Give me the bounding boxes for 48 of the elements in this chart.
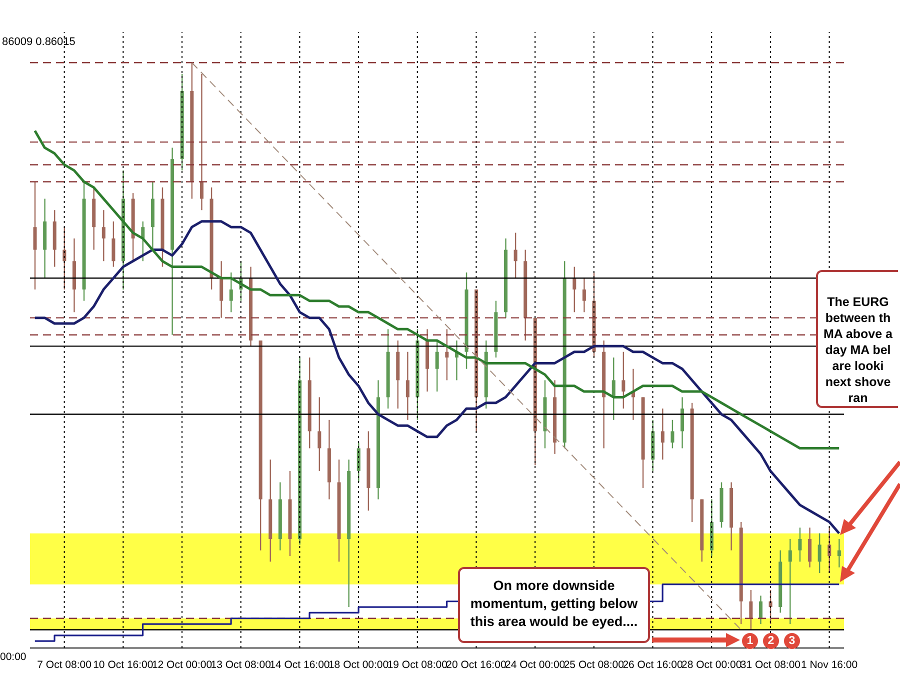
candlestick [229,272,233,313]
candlestick [572,266,576,313]
numbered-circle: 2 [763,633,779,649]
annotation: On more downside momentum, getting below this area would be eyed.... [469,577,639,631]
candlestick [406,351,410,421]
x-tick-label: 1 Nov 16:00 [800,659,858,671]
candlestick [102,209,106,262]
x-tick-label: 28 Oct 00:00 [682,659,742,671]
candlestick [808,527,812,568]
candlestick [445,328,449,381]
candlestick [612,356,616,421]
x-tick-label: 14 Oct 16:00 [270,659,330,671]
candlestick [220,260,224,318]
x-tick-label: 24 Oct 00:00 [505,659,566,671]
candlestick [318,396,322,472]
x-tick-label: 19 Oct 08:00 [387,659,448,671]
x-tick-label: 13 Oct 08:00 [210,659,272,671]
candlestick [788,538,792,625]
x-tick-label: 18 Oct 00:00 [328,659,389,671]
numbered-circle: 3 [784,633,800,649]
x-tick-label: 7 Oct 08:00 [37,659,92,671]
x-tick-label: 12 Oct 00:00 [152,659,212,671]
candlestick [818,532,822,574]
candlestick [670,419,674,449]
candlestick [660,408,664,460]
callout-box: The EURG between th MA above a day MA bel are looki next shove ran [816,270,898,408]
numbered-circle: 1 [742,633,758,649]
text: 86009 0.86015 [2,36,76,48]
candlestick [798,527,802,562]
x-tick-label: 26 Oct 16:00 [622,659,683,671]
candlestick [200,73,204,211]
candlestick [582,278,586,313]
candlestick [622,351,626,410]
candlestick [435,340,439,392]
candlestick [749,589,753,630]
candlestick [33,181,37,290]
text: 00:00 [0,651,26,663]
candlestick [514,232,518,279]
annotation: The EURG between th MA above a day MA bel are looki next shove ran [822,294,894,406]
x-tick-label: 25 Oct 08:00 [564,659,624,671]
x-tick-label: 20 Oct 16:00 [446,659,506,671]
x-tick-label: 31 Oct 08:00 [740,659,801,671]
x-tick-label: 10 Oct 16:00 [93,659,154,671]
callout-box: On more downside momentum, getting below this area would be eyed.... [458,567,650,643]
candlestick [758,595,762,625]
candlestick [112,220,116,268]
candlestick [837,538,841,568]
candlestick [680,396,684,449]
